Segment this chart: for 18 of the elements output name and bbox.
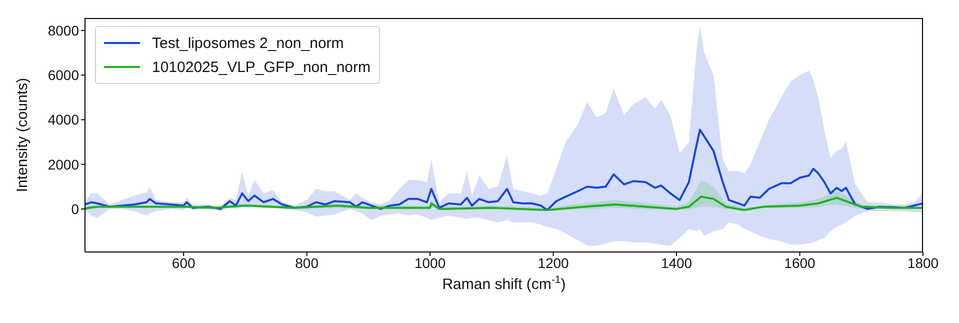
- x-tick-label: 1200: [538, 254, 570, 271]
- legend-label: 10102025_VLP_GFP_non_norm: [152, 58, 370, 76]
- x-tick-label: 600: [172, 254, 196, 271]
- x-tick-label: 1000: [414, 254, 446, 271]
- x-tick-label: 800: [295, 254, 319, 271]
- x-tick-label: 1400: [660, 254, 692, 271]
- y-axis-title: Intensity (counts): [14, 78, 31, 192]
- line-series: [85, 196, 923, 212]
- y-tick-label: 8000: [48, 22, 80, 38]
- y-tick-label: 2000: [48, 156, 80, 172]
- x-tick-label: 1800: [907, 254, 939, 271]
- x-tick-label: 1600: [784, 254, 816, 271]
- y-tick-label: 0: [71, 200, 80, 217]
- legend-label: Test_liposomes 2_non_norm: [152, 34, 344, 52]
- y-tick-label: 4000: [48, 112, 80, 128]
- x-axis-title: Raman shift (cm$^{-1}$): [442, 274, 566, 293]
- y-tick-label: 6000: [48, 67, 80, 84]
- line-series: [85, 128, 923, 212]
